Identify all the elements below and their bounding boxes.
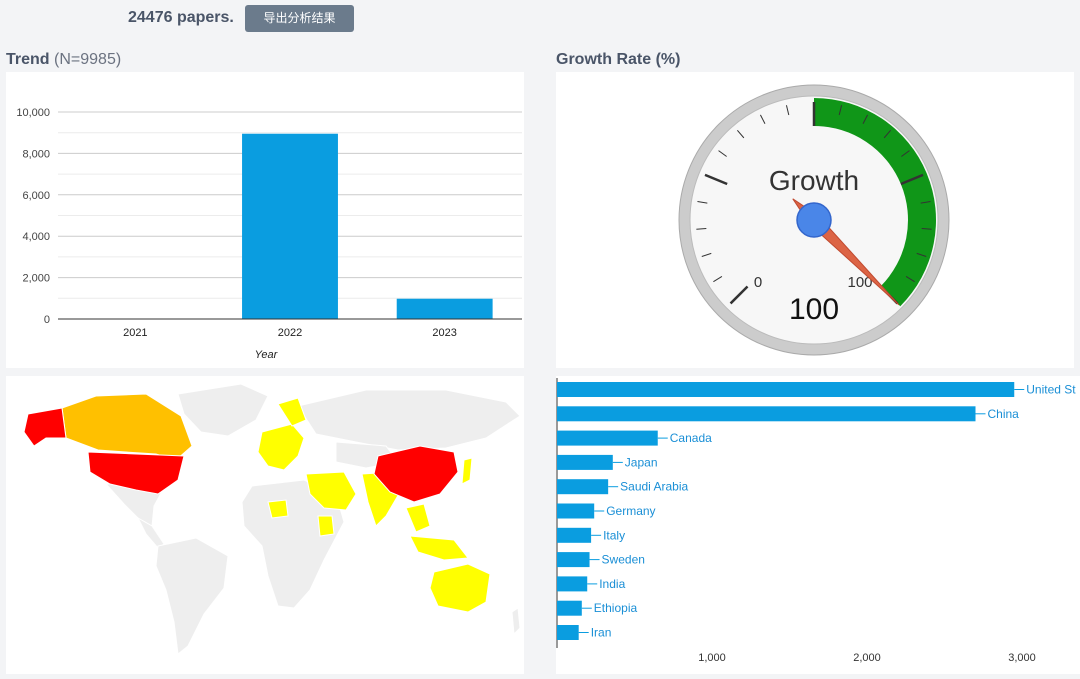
gauge-major-tick [704, 173, 728, 186]
gauge-minor-tick [883, 129, 892, 139]
gauge-label: Growth [769, 165, 859, 196]
map-united-states [87, 451, 185, 495]
map-africa-east [317, 515, 335, 537]
growth-gauge: Growth 0 100 100 [678, 84, 950, 356]
country-bar[interactable] [557, 454, 613, 470]
gauge-card: Growth 0 100 100 [556, 72, 1074, 368]
trend-x-tick: 2021 [123, 327, 147, 339]
trend-y-tick: 6,000 [22, 190, 50, 202]
country-bar[interactable] [557, 625, 579, 640]
gauge-minor-tick [785, 105, 790, 116]
map-southeast-asia [405, 503, 431, 533]
gauge-minor-tick [838, 105, 843, 116]
country-chart-card: United St China Canada Japan Saudi Arabia Ger… [556, 376, 1080, 674]
country-bar[interactable] [557, 552, 590, 568]
gauge-minor-tick [905, 276, 915, 283]
country-x-tick: 2,000 [853, 652, 881, 664]
country-label: United St [1026, 383, 1076, 397]
country-bar-chart: United St China Canada Japan Saudi Arabia Ger… [556, 378, 1076, 664]
gauge-green-band [814, 98, 936, 307]
map-south-america [155, 537, 229, 655]
country-label: Japan [625, 455, 658, 469]
country-label: China [988, 407, 1020, 421]
map-scandinavia [277, 397, 307, 427]
gauge-minor-tick [713, 276, 723, 283]
paper-count: 24476 papers. [128, 9, 234, 26]
country-bar[interactable] [557, 382, 1015, 397]
map-australia [429, 563, 491, 613]
map-saudi-arabia [305, 471, 357, 511]
trend-title-text: Trend [6, 51, 50, 68]
country-label: Germany [606, 504, 655, 518]
map-alaska [23, 407, 67, 447]
gauge-major-tick [729, 285, 749, 305]
map-japan [461, 457, 473, 485]
country-label: Sweden [602, 553, 645, 567]
gauge-minor-tick [701, 252, 712, 257]
gauge-hub [796, 202, 832, 238]
country-label: Saudi Arabia [620, 480, 688, 494]
gauge-value: 100 [789, 293, 839, 326]
country-label: Italy [603, 528, 625, 542]
map-canada [61, 393, 193, 461]
map-china [373, 445, 459, 503]
trend-title: Trend (N=9985) [6, 51, 121, 69]
country-bar[interactable] [557, 479, 609, 495]
map-russia [297, 389, 521, 451]
trend-subtitle: (N=9985) [54, 51, 122, 68]
gauge-minor-tick [916, 252, 927, 257]
country-bar[interactable] [557, 430, 658, 446]
trend-x-tick: 2023 [432, 327, 456, 339]
world-map [23, 383, 521, 655]
world-map-card [6, 376, 524, 674]
map-europe [257, 423, 305, 471]
country-label: Canada [670, 431, 712, 445]
gauge-minor-tick [920, 201, 931, 204]
country-bar[interactable] [557, 503, 595, 519]
country-label: India [599, 577, 625, 591]
trend-y-tick: 0 [44, 314, 50, 326]
gauge-minor-tick [718, 150, 727, 157]
gauge-minor-tick [901, 150, 910, 157]
trend-y-tick: 8,000 [22, 148, 50, 160]
country-bar[interactable] [557, 527, 592, 543]
country-bar[interactable] [557, 576, 588, 592]
map-new-zealand [511, 607, 521, 636]
trend-y-tick: 10,000 [16, 107, 50, 119]
gauge-scale-max: 100 [847, 274, 872, 291]
gauge-minor-tick [921, 227, 932, 230]
gauge-minor-tick [759, 114, 766, 124]
trend-x-tick: 2022 [278, 327, 302, 339]
gauge-minor-tick [862, 114, 869, 124]
country-bar[interactable] [557, 406, 976, 422]
country-bar[interactable] [557, 600, 582, 616]
gauge-minor-tick [696, 227, 707, 230]
map-indonesia [409, 535, 469, 561]
country-label: Iran [591, 626, 612, 640]
trend-x-label: Year [255, 349, 279, 361]
trend-bar[interactable] [396, 298, 493, 319]
trend-y-tick: 4,000 [22, 231, 50, 243]
export-results-button[interactable]: 导出分析结果 [245, 5, 354, 32]
trend-y-tick: 2,000 [22, 273, 50, 285]
growth-title: Growth Rate (%) [556, 51, 681, 68]
country-x-tick: 1,000 [698, 652, 726, 664]
map-greenland [177, 383, 269, 437]
top-bar: 24476 papers. 导出分析结果 [0, 0, 1080, 44]
country-label: Ethiopia [594, 601, 638, 615]
trend-bar-chart: 0 2,000 4,000 6,000 8,000 10,000 2021 2022 2023 Y… [16, 107, 522, 361]
trend-bar[interactable] [242, 133, 338, 319]
gauge-major-tick [900, 173, 924, 186]
gauge-minor-tick [736, 129, 745, 139]
gauge-scale-min: 0 [754, 274, 762, 291]
country-x-tick: 3,000 [1008, 652, 1036, 664]
gauge-minor-tick [697, 201, 708, 204]
trend-chart-card: 0 2,000 4,000 6,000 8,000 10,000 2021 2022 2023 Y… [6, 72, 524, 368]
map-africa-west [267, 499, 289, 519]
